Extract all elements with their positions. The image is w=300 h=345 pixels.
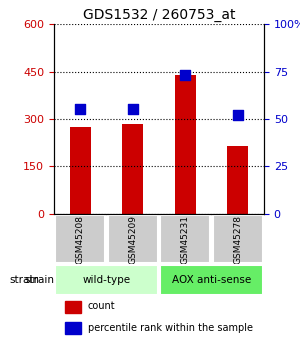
Bar xyxy=(122,124,143,214)
Point xyxy=(78,107,83,112)
Text: strain: strain xyxy=(24,275,54,285)
Title: GDS1532 / 260753_at: GDS1532 / 260753_at xyxy=(83,8,235,22)
Text: GSM45231: GSM45231 xyxy=(181,215,190,264)
FancyBboxPatch shape xyxy=(108,215,158,263)
Point xyxy=(235,112,240,118)
Text: AOX anti-sense: AOX anti-sense xyxy=(172,275,251,285)
Bar xyxy=(64,301,81,313)
FancyBboxPatch shape xyxy=(55,215,106,263)
Text: GSM45208: GSM45208 xyxy=(76,215,85,264)
Text: percentile rank within the sample: percentile rank within the sample xyxy=(88,323,253,333)
Text: wild-type: wild-type xyxy=(82,275,130,285)
FancyBboxPatch shape xyxy=(55,265,158,295)
FancyBboxPatch shape xyxy=(160,265,263,295)
Text: GSM45209: GSM45209 xyxy=(128,215,137,264)
FancyBboxPatch shape xyxy=(212,215,263,263)
Point xyxy=(183,72,188,78)
Text: GSM45278: GSM45278 xyxy=(233,215,242,264)
Bar xyxy=(227,146,248,214)
Text: count: count xyxy=(88,302,115,312)
FancyBboxPatch shape xyxy=(160,215,210,263)
Bar xyxy=(175,75,196,214)
Text: strain: strain xyxy=(9,275,39,285)
Point xyxy=(130,107,135,112)
Bar xyxy=(64,322,81,334)
Bar xyxy=(70,127,91,214)
